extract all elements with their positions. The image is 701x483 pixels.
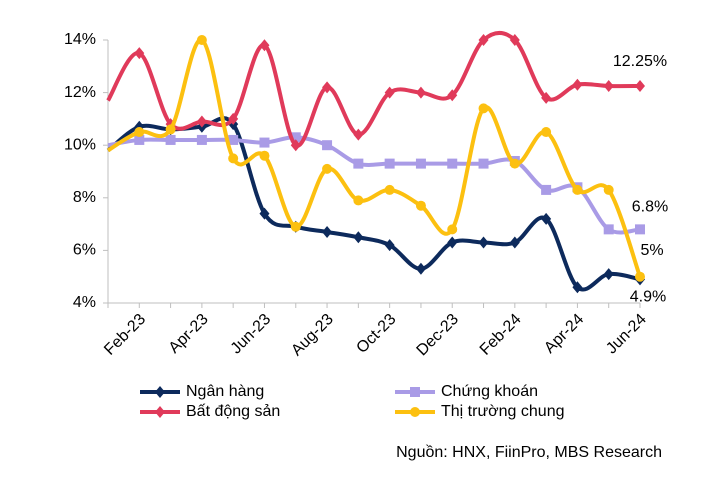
series-line xyxy=(106,116,641,292)
x-tick-label: Dec-23 xyxy=(414,311,463,360)
legend-label: Ngân hàng xyxy=(186,383,264,400)
marker xyxy=(165,124,176,135)
marker xyxy=(196,35,207,45)
marker xyxy=(259,39,270,52)
x-tick-label: Feb-23 xyxy=(101,311,149,359)
x-tick-label: Apr-23 xyxy=(166,311,212,357)
marker xyxy=(603,184,614,195)
marker xyxy=(603,224,614,235)
marker xyxy=(635,271,645,282)
data-label: 4.9% xyxy=(630,289,666,306)
y-tick-label: 6% xyxy=(73,242,96,259)
marker xyxy=(165,134,176,145)
marker xyxy=(541,91,552,104)
marker xyxy=(415,262,426,275)
y-tick-label: 14% xyxy=(64,31,96,48)
marker xyxy=(228,134,239,145)
marker xyxy=(322,81,333,94)
marker xyxy=(134,127,145,138)
data-label: 6.8% xyxy=(632,199,668,216)
marker xyxy=(384,158,395,169)
marker xyxy=(572,281,583,294)
data-label: 5% xyxy=(640,242,663,259)
marker xyxy=(196,115,207,128)
marker xyxy=(478,236,489,249)
marker xyxy=(541,212,552,225)
data-label: 12.25% xyxy=(613,53,667,70)
x-tick-label: Apr-24 xyxy=(541,311,587,357)
marker xyxy=(447,224,458,235)
y-tick-label: 12% xyxy=(64,84,96,101)
source-note: Nguồn: HNX, FiinPro, MBS Research xyxy=(396,444,662,461)
marker xyxy=(353,128,364,141)
marker xyxy=(290,139,301,152)
marker xyxy=(541,127,552,138)
marker xyxy=(322,163,333,174)
marker xyxy=(603,80,614,93)
marker xyxy=(384,239,395,252)
marker xyxy=(196,134,207,145)
y-tick-label: 8% xyxy=(73,189,96,206)
marker xyxy=(447,158,458,169)
marker xyxy=(572,184,583,195)
marker xyxy=(134,47,145,60)
marker xyxy=(384,86,395,99)
marker xyxy=(478,158,489,169)
marker xyxy=(447,89,458,102)
marker xyxy=(353,195,364,206)
marker xyxy=(259,137,270,148)
marker xyxy=(415,86,426,99)
marker xyxy=(415,158,426,169)
marker xyxy=(155,386,165,398)
y-tick-label: 10% xyxy=(64,136,96,153)
marker xyxy=(635,80,645,93)
marker xyxy=(322,140,333,151)
marker xyxy=(603,268,614,281)
marker xyxy=(353,231,364,244)
marker xyxy=(572,78,583,91)
marker xyxy=(509,34,520,46)
marker xyxy=(228,112,239,125)
legend-label: Thị trường chung xyxy=(441,403,564,420)
marker xyxy=(509,236,520,249)
x-tick-label: Jun-23 xyxy=(228,311,275,358)
x-tick-label: Aug-23 xyxy=(288,311,337,360)
marker xyxy=(415,200,426,211)
marker xyxy=(478,103,489,114)
x-tick-label: Oct-23 xyxy=(353,311,399,357)
marker xyxy=(447,236,458,249)
marker xyxy=(384,184,395,195)
marker xyxy=(410,387,420,397)
marker xyxy=(259,207,270,220)
marker xyxy=(541,184,552,195)
x-tick-label: Feb-24 xyxy=(477,311,525,359)
x-tick-label: Jun-24 xyxy=(603,311,650,358)
legend-label: Chứng khoán xyxy=(441,383,538,400)
marker xyxy=(410,407,420,417)
marker xyxy=(353,158,364,169)
marker xyxy=(290,221,301,232)
marker xyxy=(478,34,489,46)
legend-label: Bất động sản xyxy=(186,403,280,420)
series-line xyxy=(106,30,641,148)
marker xyxy=(134,134,145,145)
marker xyxy=(155,406,165,418)
y-tick-label: 4% xyxy=(73,294,96,311)
marker xyxy=(635,224,645,235)
marker xyxy=(322,225,333,238)
marker xyxy=(228,153,239,164)
marker xyxy=(509,158,520,169)
marker xyxy=(290,132,301,143)
marker xyxy=(259,150,270,161)
